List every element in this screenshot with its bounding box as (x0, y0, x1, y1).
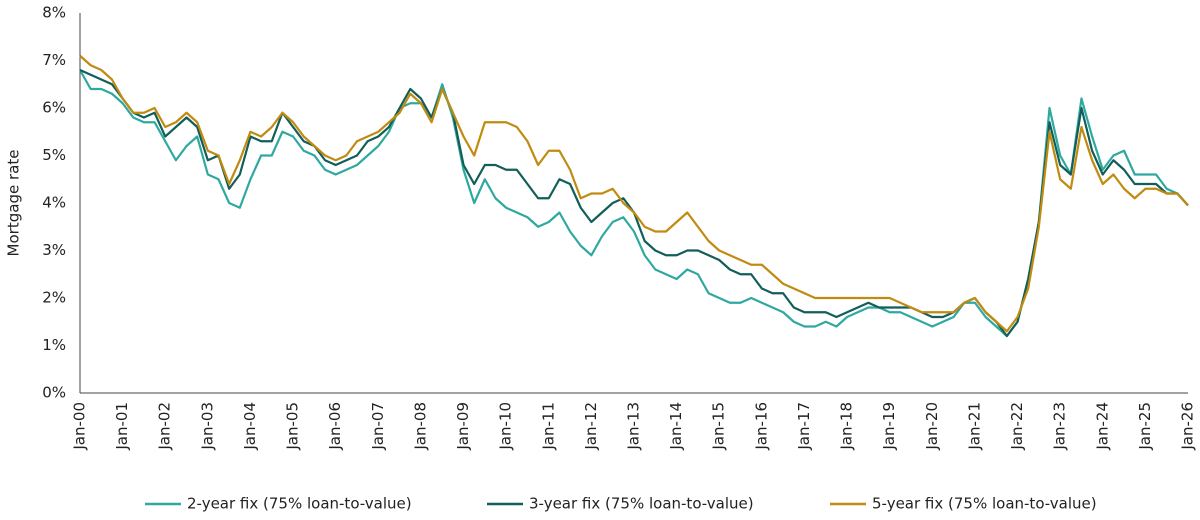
x-tick-label: Jan-19 (880, 402, 898, 451)
x-tick-label: Jan-06 (326, 402, 344, 451)
x-tick-label: Jan-25 (1136, 402, 1154, 451)
legend-label: 2-year fix (75% loan-to-value) (187, 495, 412, 513)
y-axis-label: Mortgage rate (5, 150, 23, 257)
x-tick-label: Jan-23 (1051, 402, 1069, 451)
x-tick-label: Jan-11 (539, 402, 557, 451)
y-tick-label: 1% (42, 336, 66, 354)
y-tick-label: 0% (42, 384, 66, 402)
x-tick-label: Jan-13 (625, 402, 643, 451)
x-tick-label: Jan-20 (923, 402, 941, 451)
x-tick-label: Jan-22 (1008, 402, 1026, 451)
x-tick-label: Jan-09 (454, 402, 472, 451)
y-tick-label: 5% (42, 146, 66, 164)
x-tick-label: Jan-07 (369, 402, 387, 451)
x-tick-label: Jan-17 (795, 402, 813, 451)
x-tick-label: Jan-18 (838, 402, 856, 451)
x-tick-label: Jan-02 (156, 402, 174, 451)
x-tick-label: Jan-12 (582, 402, 600, 451)
legend-label: 5-year fix (75% loan-to-value) (872, 495, 1097, 513)
x-tick-label: Jan-10 (497, 402, 515, 451)
x-tick-label: Jan-08 (411, 402, 429, 451)
x-tick-label: Jan-24 (1093, 402, 1111, 451)
x-tick-label: Jan-21 (965, 402, 983, 451)
x-tick-label: Jan-26 (1179, 402, 1197, 451)
legend-label: 3-year fix (75% loan-to-value) (529, 495, 754, 513)
x-tick-label: Jan-05 (284, 402, 302, 451)
series-line (79, 68, 1189, 338)
x-tick-label: Jan-04 (241, 402, 259, 451)
x-tick-label: Jan-16 (752, 402, 770, 451)
y-tick-label: 6% (42, 99, 66, 117)
x-tick-label: Jan-15 (710, 402, 728, 451)
y-tick-label: 4% (42, 194, 66, 212)
x-tick-label: Jan-03 (198, 402, 216, 451)
y-tick-label: 7% (42, 51, 66, 69)
series-line (79, 69, 1189, 338)
x-tick-label: Jan-01 (113, 402, 131, 451)
series-line (79, 54, 1189, 333)
x-tick-label: Jan-00 (71, 402, 89, 451)
y-tick-label: 8% (42, 4, 66, 22)
y-tick-label: 3% (42, 241, 66, 259)
x-tick-label: Jan-14 (667, 402, 685, 451)
y-tick-label: 2% (42, 289, 66, 307)
